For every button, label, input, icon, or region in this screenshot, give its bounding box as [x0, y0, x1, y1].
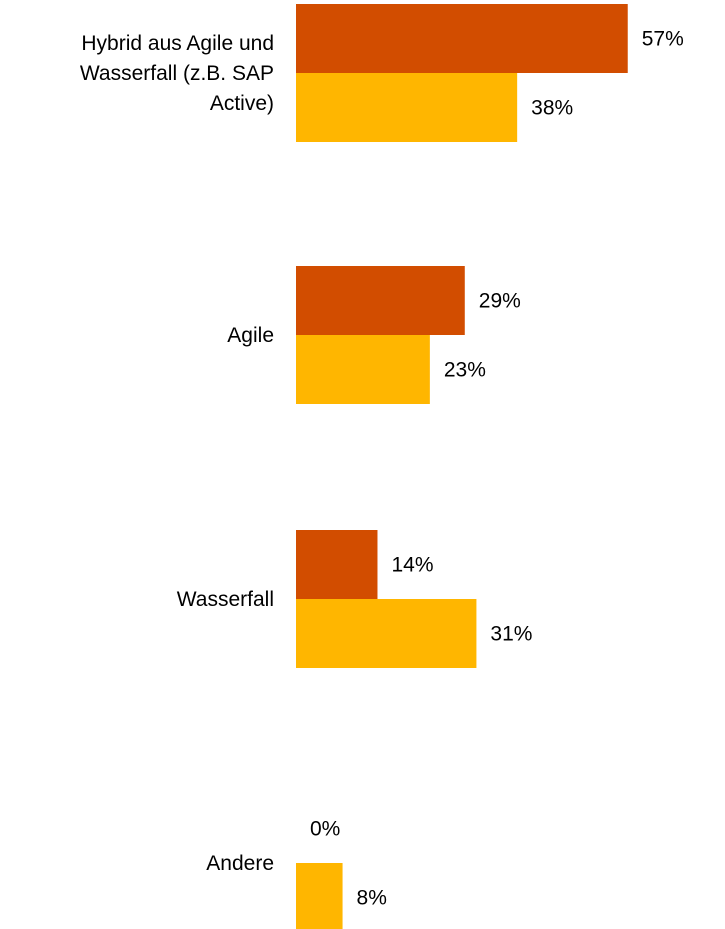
- bar-1-2: [296, 266, 465, 335]
- category-label-2: Agile: [227, 324, 274, 347]
- value-label-1-4: 0%: [310, 818, 340, 841]
- value-label-2-3: 31%: [490, 623, 532, 646]
- category-label-line: Wasserfall: [177, 588, 274, 611]
- category-label-line: Active): [210, 92, 274, 115]
- value-label-2-2: 23%: [444, 359, 486, 382]
- value-label-1-3: 14%: [391, 554, 433, 577]
- category-label-4: Andere: [206, 852, 274, 875]
- category-label-line: Hybrid aus Agile und: [81, 32, 274, 55]
- category-labels-layer: Hybrid aus Agile und Wasserfall (z.B. SAP…: [80, 32, 274, 875]
- category-label-line: Agile: [227, 324, 274, 347]
- value-label-2-4: 8%: [357, 887, 387, 910]
- category-label-line: Wasserfall (z.B. SAP: [80, 62, 274, 85]
- bar-2-3: [296, 599, 477, 668]
- bar-1-1: [296, 4, 628, 73]
- value-labels-layer: 57% 38% 29% 23% 14% 31% 0% 8%: [310, 28, 684, 910]
- category-label-3: Wasserfall: [177, 588, 274, 611]
- value-label-1-1: 57%: [642, 28, 684, 51]
- category-label-line: Andere: [206, 852, 274, 875]
- bar-1-3: [296, 530, 378, 599]
- value-label-2-1: 38%: [531, 97, 573, 120]
- bars-layer: [296, 4, 628, 929]
- bar-2-1: [296, 73, 518, 142]
- bar-2-4: [296, 863, 343, 929]
- category-label-1: Hybrid aus Agile und Wasserfall (z.B. SAP…: [80, 32, 274, 115]
- bar-2-2: [296, 335, 430, 404]
- value-label-1-2: 29%: [479, 290, 521, 313]
